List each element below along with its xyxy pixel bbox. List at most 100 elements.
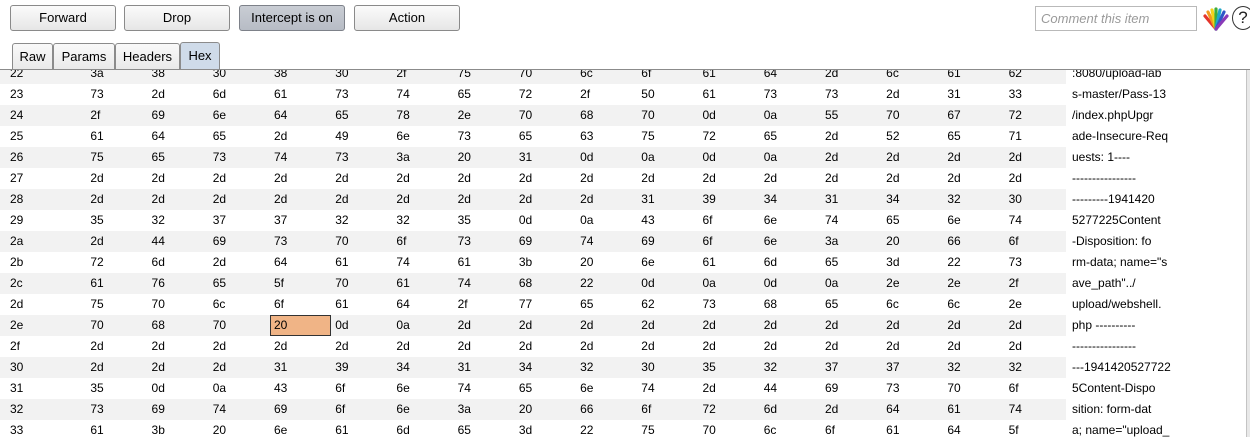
hex-byte-cell[interactable]: 61 [86,273,148,294]
hex-byte-cell[interactable]: 63 [576,126,638,147]
hex-byte-cell[interactable]: 2d [331,168,393,189]
hex-byte-cell[interactable]: 2d [147,84,209,105]
hex-byte-cell[interactable]: 6e [392,126,454,147]
hex-byte-cell[interactable]: 30 [331,70,393,84]
hex-byte-cell[interactable]: 31 [269,357,332,378]
hex-byte-cell[interactable]: 35 [86,210,148,231]
hex-byte-cell[interactable]: 20 [208,420,270,437]
hex-byte-cell[interactable]: 31 [514,147,577,168]
hex-byte-cell[interactable]: 61 [331,252,393,273]
action-button[interactable]: Action [354,5,460,31]
hex-byte-cell[interactable]: 73 [453,231,515,252]
hex-byte-cell[interactable]: 2d [208,168,270,189]
hex-byte-cell[interactable]: 68 [576,105,638,126]
hex-byte-cell[interactable]: 44 [759,378,821,399]
hex-byte-cell[interactable]: 2e [453,105,515,126]
hex-byte-cell[interactable]: 34 [759,189,821,210]
hex-byte-cell[interactable]: 68 [514,273,577,294]
hex-byte-cell[interactable]: 2d [269,336,332,357]
hex-byte-cell[interactable]: 74 [453,378,515,399]
hex-byte-cell[interactable]: 2d [576,189,638,210]
hex-byte-cell[interactable]: 62 [637,294,699,315]
hex-byte-cell[interactable]: 6c [943,294,1005,315]
hex-byte-cell[interactable]: 70 [208,315,270,336]
hex-byte-cell[interactable]: 61 [943,70,1005,84]
hex-byte-cell[interactable]: 75 [453,70,515,84]
hex-byte-cell[interactable]: 32 [392,210,454,231]
hex-byte-cell[interactable]: 2d [637,315,699,336]
hex-byte-cell[interactable]: 32 [147,210,209,231]
hex-byte-cell[interactable]: 2d [331,189,393,210]
hex-byte-cell[interactable]: 2f [86,105,148,126]
hex-byte-cell[interactable]: 34 [514,357,577,378]
hex-byte-cell[interactable]: 72 [698,399,760,420]
hex-byte-cell[interactable]: 74 [392,84,454,105]
hex-byte-cell[interactable]: 70 [514,70,577,84]
hex-byte-cell[interactable]: 2f [453,294,515,315]
hex-byte-cell[interactable]: 52 [882,126,944,147]
hex-byte-cell[interactable]: 2d [882,315,944,336]
hex-byte-cell[interactable]: 2d [331,336,393,357]
hex-byte-cell[interactable]: 69 [637,231,699,252]
hex-byte-cell[interactable]: 65 [943,126,1005,147]
hex-byte-cell[interactable]: 2f [392,70,454,84]
hex-byte-cell[interactable]: 74 [1004,210,1066,231]
hex-byte-cell[interactable]: 37 [820,357,883,378]
hex-byte-cell[interactable]: 37 [882,357,944,378]
hex-byte-cell[interactable]: 75 [637,420,699,437]
hex-byte-cell[interactable]: 35 [453,210,515,231]
hex-byte-cell[interactable]: 55 [820,105,883,126]
tab-raw[interactable]: Raw [12,43,53,70]
hex-byte-cell[interactable]: 6f [820,420,883,437]
hex-byte-cell[interactable]: 31 [820,189,883,210]
hex-byte-cell[interactable]: 61 [698,84,760,105]
hex-byte-cell[interactable]: 0d [759,273,821,294]
hex-byte-cell[interactable]: 3a [86,70,148,84]
hex-byte-cell[interactable]: 3a [820,231,883,252]
hex-byte-cell[interactable]: 64 [882,399,944,420]
hex-byte-cell[interactable]: 72 [514,84,577,105]
hex-byte-cell[interactable]: 6f [1004,231,1066,252]
hex-byte-cell[interactable]: 20 [882,231,944,252]
hex-byte-cell[interactable]: 2d [820,70,883,84]
hex-byte-cell[interactable]: 65 [820,294,883,315]
hex-byte-cell[interactable]: 69 [269,399,332,420]
hex-byte-cell[interactable]: 69 [147,105,209,126]
hex-byte-cell[interactable]: 64 [759,70,821,84]
hex-byte-cell[interactable]: 2d [943,336,1005,357]
hex-byte-cell[interactable]: 70 [698,420,760,437]
hex-byte-cell[interactable]: 2d [1004,315,1066,336]
hex-byte-cell[interactable]: 65 [820,252,883,273]
hex-byte-cell[interactable]: 32 [759,357,821,378]
hex-byte-cell[interactable]: 61 [698,252,760,273]
hex-byte-cell[interactable]: 61 [331,294,393,315]
hex-byte-cell[interactable]: 2e [1004,294,1066,315]
hex-byte-cell[interactable]: 0a [698,273,760,294]
hex-byte-cell[interactable]: 61 [269,84,332,105]
hex-byte-cell[interactable]: 2d [1004,147,1066,168]
hex-byte-cell[interactable]: 2d [576,315,638,336]
hex-byte-cell[interactable]: 50 [637,84,699,105]
hex-byte-cell[interactable]: 64 [943,420,1005,437]
hex-byte-cell[interactable]: 3d [882,252,944,273]
hex-byte-cell[interactable]: 2d [453,315,515,336]
hex-byte-cell[interactable]: 68 [147,315,209,336]
hex-byte-cell[interactable]: 0a [576,210,638,231]
hex-byte-cell[interactable]: 0d [514,210,577,231]
hex-byte-cell[interactable]: 2d [392,336,454,357]
hex-byte-cell[interactable]: 65 [576,294,638,315]
hex-byte-cell[interactable]: 70 [147,294,209,315]
vertical-scrollbar[interactable] [1246,70,1250,437]
hex-byte-cell[interactable]: 0d [698,147,760,168]
hex-byte-cell[interactable]: 30 [208,70,270,84]
hex-byte-cell[interactable]: 2d [147,357,209,378]
hex-byte-cell[interactable]: 49 [331,126,393,147]
hex-byte-cell[interactable]: 73 [453,126,515,147]
hex-byte-cell[interactable]: 70 [86,315,148,336]
hex-byte-cell[interactable]: 43 [637,210,699,231]
hex-byte-cell[interactable]: 3a [392,147,454,168]
hex-byte-cell[interactable]: 37 [269,210,332,231]
hex-byte-cell[interactable]: 37 [208,210,270,231]
help-icon[interactable]: ? [1232,6,1250,30]
hex-byte-cell[interactable]: 75 [86,294,148,315]
